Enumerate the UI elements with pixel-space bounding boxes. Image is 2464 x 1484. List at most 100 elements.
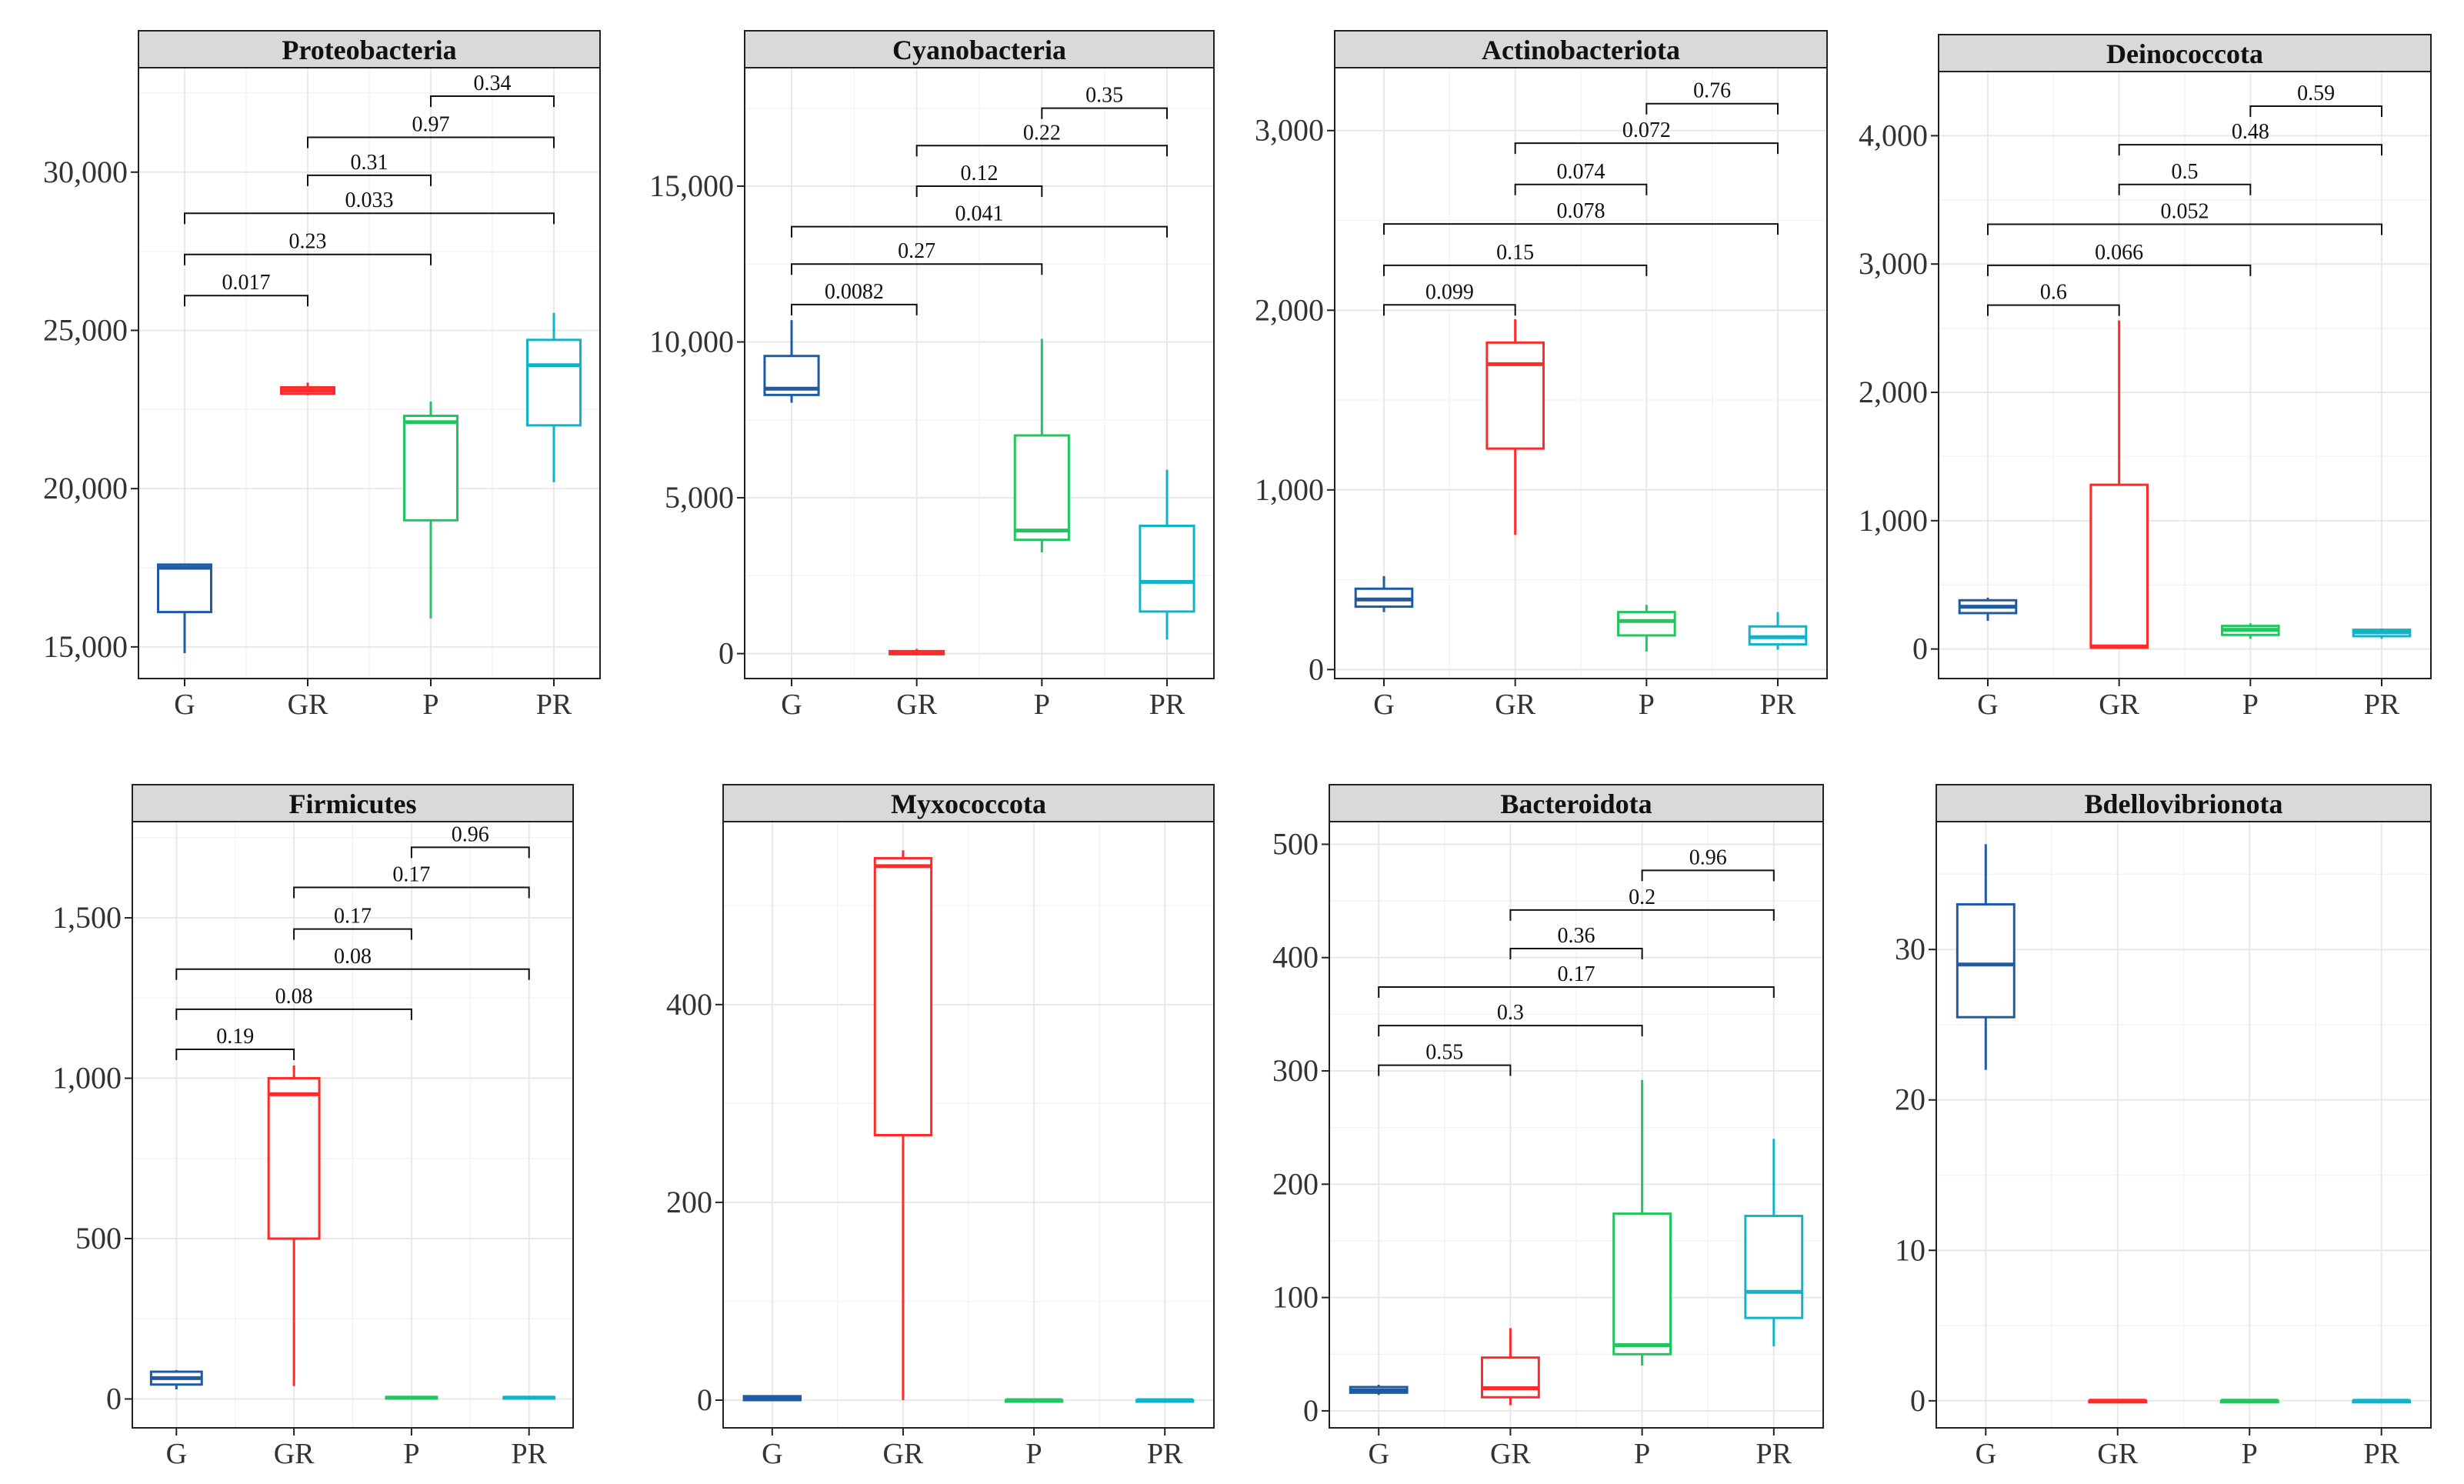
- plot-frame: [744, 67, 1215, 679]
- y-tick-label: 0: [1309, 652, 1324, 686]
- bracket-line: [430, 95, 555, 108]
- y-tick-label: 0: [697, 1382, 712, 1417]
- bracket-line: [1645, 102, 1779, 115]
- x-tick-label: P: [422, 689, 438, 721]
- p-value-label: 0.3: [1497, 1001, 1524, 1025]
- box-p: [2221, 623, 2280, 639]
- box-iqr: [1013, 434, 1070, 542]
- box-p: [1013, 338, 1070, 552]
- panel-bacteroidota: Bacteroidota 0 100 200 300 400 500 G GR P PR 0.55 0.…: [1272, 784, 1824, 1470]
- p-value-label: 0.36: [1558, 924, 1595, 948]
- p-value-label: 0.5: [2172, 160, 2199, 184]
- box-pr: [1748, 612, 1808, 650]
- bracket-line: [1514, 142, 1779, 155]
- x-tick-label: G: [1976, 1438, 1996, 1470]
- comparison-bracket: 0.052: [1987, 200, 2382, 235]
- panel-title: Deinococcota: [2106, 38, 2263, 69]
- box-p: [2219, 1399, 2279, 1404]
- box-g: [1958, 597, 2018, 621]
- y-tick-label: 0: [719, 636, 734, 671]
- comparison-bracket: 0.17: [293, 905, 412, 940]
- p-value-label: 0.017: [222, 271, 271, 295]
- box-gr: [889, 649, 945, 655]
- p-value-label: 0.17: [334, 905, 372, 929]
- box-iqr: [1139, 525, 1195, 613]
- bracket-line: [184, 253, 432, 265]
- strip-header: [744, 30, 1215, 68]
- plot-frame: [1936, 821, 2432, 1429]
- box-gr: [280, 382, 335, 395]
- box-iqr: [1956, 903, 2016, 1019]
- box-gr: [1485, 318, 1545, 535]
- bracket-line: [307, 136, 555, 148]
- bracket-line: [1987, 304, 2120, 316]
- comparison-bracket: 0.36: [1509, 924, 1643, 959]
- x-tick-label: PR: [536, 689, 572, 721]
- comparison-bracket: 0.078: [1383, 199, 1779, 235]
- y-tick-label: 5,000: [665, 480, 734, 515]
- comparison-bracket: 0.35: [1041, 84, 1168, 119]
- x-tick-label: PR: [511, 1438, 547, 1470]
- y-tick-label: 3,000: [1255, 113, 1324, 148]
- strip-header: [1936, 784, 2432, 822]
- comparison-bracket: 0.0082: [791, 280, 918, 315]
- p-value-label: 0.2: [1629, 885, 1655, 909]
- y-tick-label: 200: [666, 1185, 712, 1219]
- comparison-bracket: 0.17: [1378, 962, 1775, 999]
- y-tick-label: 25,000: [43, 312, 128, 347]
- box-g: [149, 1369, 203, 1389]
- box-pr: [526, 312, 582, 482]
- box-gr: [267, 1065, 321, 1386]
- box-iqr: [1485, 341, 1545, 450]
- p-value-label: 0.078: [1557, 199, 1605, 223]
- y-tick-label: 0: [106, 1381, 122, 1416]
- box-gr: [2089, 320, 2149, 649]
- x-tick-label: P: [1639, 689, 1655, 721]
- bracket-line: [791, 263, 1043, 275]
- comparison-bracket: 0.27: [791, 239, 1043, 275]
- p-value-label: 0.55: [1425, 1041, 1463, 1065]
- p-value-label: 0.066: [2095, 241, 2143, 265]
- x-tick-label: G: [762, 1438, 782, 1470]
- y-tick-label: 500: [75, 1221, 122, 1256]
- comparison-bracket: 0.55: [1378, 1041, 1512, 1076]
- comparison-bracket: 0.22: [915, 121, 1168, 157]
- panel-cyanobacteria: Cyanobacteria 0 5,000 10,000 15,000 G GR P PR 0.0…: [649, 30, 1215, 721]
- bracket-line: [1378, 986, 1775, 999]
- strip-header: [1329, 784, 1824, 822]
- x-tick-label: PR: [1149, 689, 1185, 721]
- box-p: [1004, 1398, 1064, 1403]
- panel-actinobacteriota: Actinobacteriota 0 1,000 2,000 3,000 G GR P PR 0.…: [1255, 30, 1828, 721]
- panel-firmicutes: Firmicutes 0 500 1,000 1,500 G GR P PR 0.19 0.08 0.…: [52, 784, 574, 1470]
- panel-proteobacteria: Proteobacteria 15,000 20,000 25,000 30,000 G G…: [43, 30, 601, 721]
- p-value-label: 0.76: [1693, 79, 1731, 103]
- panel-title: Actinobacteriota: [1482, 35, 1680, 65]
- bracket-line: [175, 968, 530, 980]
- p-value-label: 0.052: [2161, 200, 2209, 224]
- y-tick-label: 10,000: [649, 324, 734, 358]
- box-g: [742, 1395, 802, 1402]
- x-tick-label: G: [1977, 689, 1998, 721]
- comparison-bracket: 0.15: [1383, 241, 1648, 276]
- comparison-bracket: 0.072: [1514, 118, 1779, 155]
- bracket-line: [1987, 223, 2382, 235]
- strip-header: [1334, 30, 1828, 68]
- bracket-line: [1383, 264, 1648, 276]
- x-tick-label: P: [2242, 689, 2259, 721]
- bracket-line: [1378, 1064, 1512, 1076]
- y-tick-label: 0: [1303, 1393, 1319, 1428]
- comparison-bracket: 0.31: [307, 151, 432, 186]
- panel-title: Myxococcota: [891, 789, 1046, 819]
- box-g: [157, 563, 212, 654]
- box-gr: [873, 850, 933, 1401]
- y-tick-label: 1,000: [52, 1061, 122, 1095]
- y-tick-label: 20,000: [43, 471, 128, 505]
- p-value-label: 0.074: [1557, 160, 1605, 184]
- box-iqr: [157, 563, 212, 614]
- box-g: [1349, 1385, 1409, 1396]
- panel-title: Bdellovibrionota: [2084, 789, 2282, 819]
- strip-header: [1938, 34, 2432, 72]
- box-g: [1354, 575, 1414, 612]
- bracket-line: [1987, 264, 2252, 276]
